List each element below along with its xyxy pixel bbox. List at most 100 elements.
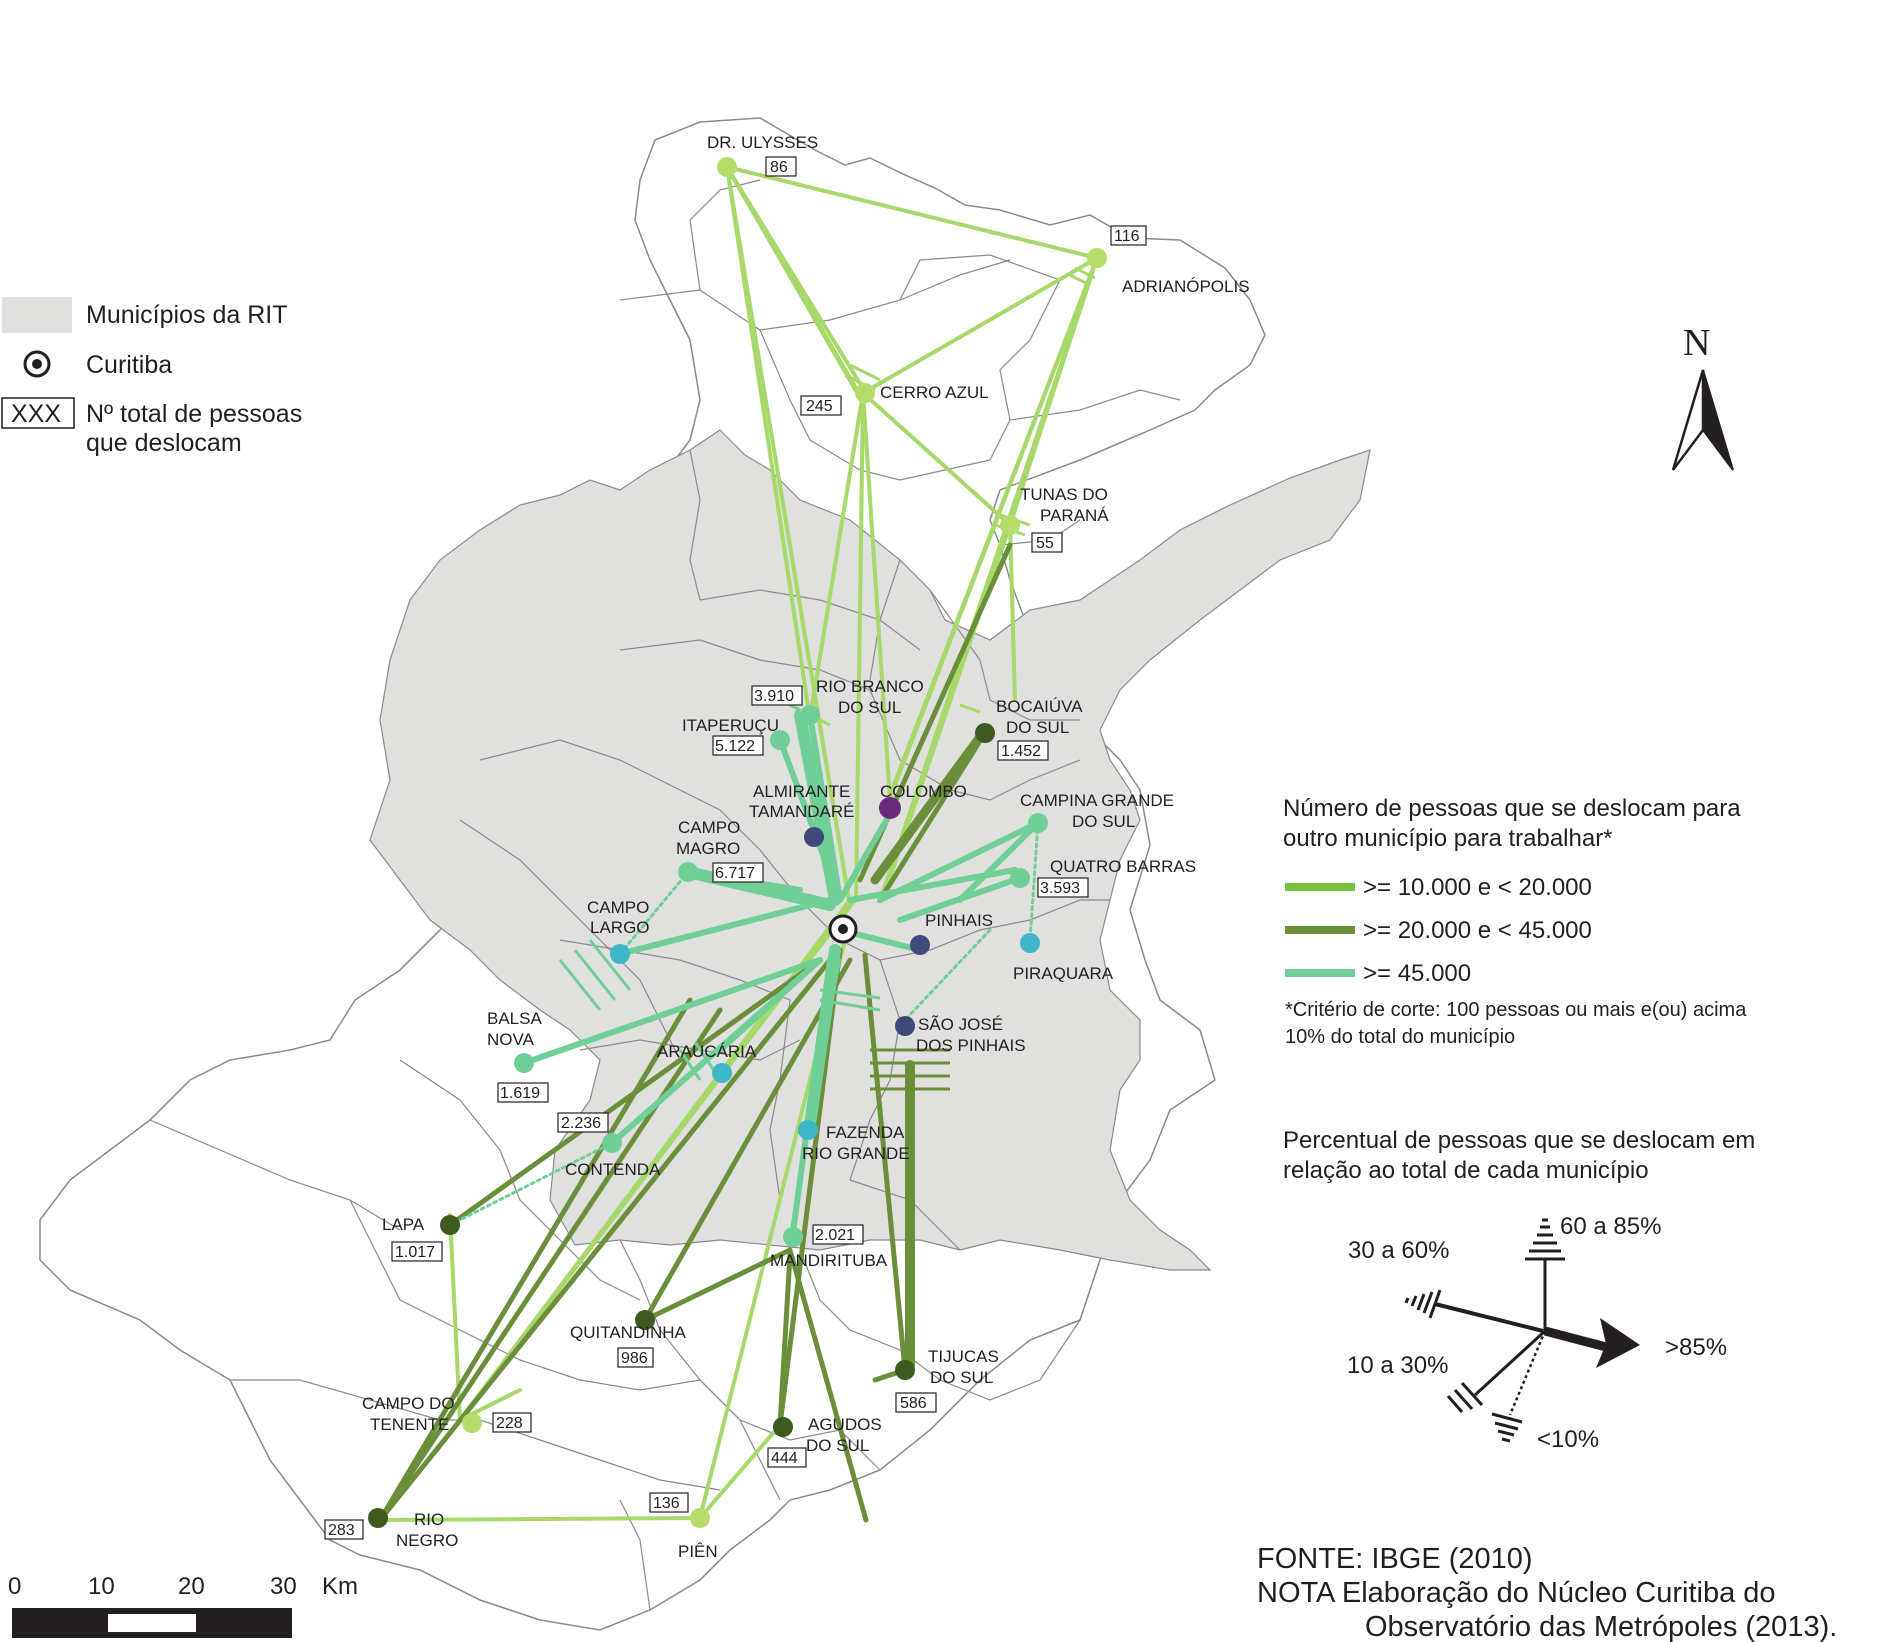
scale-20: 20	[178, 1573, 205, 1600]
label-campo-tenente-2: TENENTE	[370, 1415, 449, 1434]
total-contenda: 2.236	[561, 1115, 601, 1132]
node-campo-magro	[678, 862, 698, 882]
legend-box-sample: XXX	[11, 400, 61, 428]
flow-title-1: Número de pessoas que se deslocam para	[1283, 795, 1741, 822]
note-1: *Critério de corte: 100 pessoas ou mais …	[1285, 999, 1747, 1021]
label-campina-1: CAMPINA GRANDE	[1020, 791, 1174, 810]
label-cerro-azul: CERRO AZUL	[880, 383, 989, 402]
total-itaperucu: 5.122	[715, 738, 755, 755]
node-almirante	[804, 827, 824, 847]
total-campo-magro: 6.717	[715, 865, 755, 882]
label-agudos-2: DO SUL	[806, 1436, 869, 1455]
pct-10-30: 10 a 30%	[1347, 1352, 1448, 1379]
label-campo-magro-1: CAMPO	[678, 818, 740, 837]
municipality-labels: DR. ULYSSES 86 116 ADRIANÓPOLIS 245 CERR…	[324, 133, 1250, 1561]
node-campina	[1028, 813, 1048, 833]
node-tijucas	[895, 1360, 915, 1380]
node-mandirituba	[783, 1227, 803, 1247]
scale-0: 0	[8, 1573, 21, 1600]
label-rio-negro-1: RIO	[414, 1510, 444, 1529]
source-note: FONTE: IBGE (2010) NOTA Elaboração do Nú…	[1257, 1543, 1837, 1642]
label-bocaiuva-1: BOCAIÚVA	[996, 697, 1083, 716]
node-adrianopolis	[1087, 248, 1107, 268]
node-balsa-nova	[514, 1053, 534, 1073]
north-label: N	[1683, 322, 1710, 364]
source-line2: NOTA Elaboração do Núcleo Curitiba do	[1257, 1577, 1776, 1609]
class-3-label: >= 45.000	[1363, 960, 1471, 987]
node-quatro-barras	[1010, 868, 1030, 888]
legend-curitiba-label: Curitiba	[86, 351, 172, 379]
node-colombo	[879, 797, 901, 819]
label-lapa: LAPA	[382, 1215, 425, 1234]
scale-10: 10	[88, 1573, 115, 1600]
total-tunas: 55	[1036, 535, 1054, 552]
label-adrianopolis: ADRIANÓPOLIS	[1122, 277, 1250, 296]
node-campo-largo	[610, 944, 630, 964]
label-tijucas-2: DO SUL	[930, 1368, 993, 1387]
label-rio-negro-2: NEGRO	[396, 1531, 458, 1550]
label-contenda: CONTENDA	[565, 1160, 661, 1179]
label-campo-magro-2: MAGRO	[676, 839, 740, 858]
label-colombo: COLOMBO	[880, 782, 967, 801]
label-piraquara: PIRAQUARA	[1013, 964, 1114, 983]
label-pinhais: PINHAIS	[925, 911, 993, 930]
total-bocaiuva: 1.452	[1001, 743, 1041, 760]
municipality-nodes	[368, 157, 1107, 1528]
pct-85: >85%	[1665, 1334, 1727, 1361]
total-agudos: 444	[771, 1450, 798, 1467]
total-quatro-barras: 3.593	[1040, 880, 1080, 897]
total-balsa-nova: 1.619	[500, 1085, 540, 1102]
flow-title-2: outro município para trabalhar*	[1283, 825, 1613, 852]
pct-30-60: 30 a 60%	[1348, 1237, 1449, 1264]
node-lapa	[440, 1215, 460, 1235]
label-campo-largo-2: LARGO	[590, 918, 650, 937]
label-almirante-2: TAMANDARÉ	[749, 802, 854, 821]
municipal-boundaries	[149, 179, 1181, 1611]
node-pinhais	[910, 935, 930, 955]
source-line1: FONTE: IBGE (2010)	[1257, 1543, 1533, 1575]
node-fazenda	[798, 1120, 818, 1140]
label-almirante-1: ALMIRANTE	[753, 782, 850, 801]
node-rio-negro	[368, 1508, 388, 1528]
legend-symbols: Municípios da RIT Curitiba XXX Nº total …	[1, 297, 302, 457]
total-rio-branco: 3.910	[754, 688, 794, 705]
total-pien: 136	[653, 1495, 680, 1512]
node-campo-tenente	[462, 1413, 482, 1433]
label-fazenda-2: RIO GRANDE	[802, 1144, 910, 1163]
label-itaperucu: ITAPERUÇU	[682, 716, 779, 735]
label-tunas-1: TUNAS DO	[1020, 485, 1108, 504]
label-balsa-nova-2: NOVA	[487, 1030, 535, 1049]
node-pien	[690, 1508, 710, 1528]
legend-total-line1: Nº total de pessoas	[86, 400, 302, 428]
north-arrow: N	[1671, 322, 1734, 471]
total-campo-tenente: 228	[496, 1415, 523, 1432]
node-sao-jose	[895, 1016, 915, 1036]
label-sao-jose-1: SÃO JOSÉ	[918, 1015, 1003, 1034]
label-pien: PIÊN	[678, 1542, 718, 1561]
legend-rit-label: Municípios da RIT	[86, 301, 287, 329]
node-quitandinha	[635, 1310, 655, 1330]
label-rio-branco-1: RIO BRANCO	[816, 677, 924, 696]
flow-lines	[377, 165, 1099, 1523]
total-tijucas: 586	[900, 1395, 927, 1412]
class-2-label: >= 20.000 e < 45.000	[1363, 917, 1592, 944]
class-1-label: >= 10.000 e < 20.000	[1363, 874, 1592, 901]
source-line3: Observatório das Metrópoles (2013).	[1365, 1611, 1837, 1642]
label-rio-branco-2: DO SUL	[838, 698, 901, 717]
note-2: 10% do total do município	[1285, 1026, 1515, 1048]
total-rio-negro: 283	[328, 1522, 355, 1539]
curitiba-legend-icon	[23, 350, 51, 378]
scale-unit: Km	[322, 1573, 358, 1600]
label-araucaria: ARAUCÁRIA	[657, 1042, 757, 1061]
node-tunas	[1000, 515, 1020, 535]
scale-30: 30	[270, 1573, 297, 1600]
label-campina-2: DO SUL	[1072, 812, 1135, 831]
pct-title-1: Percentual de pessoas que se deslocam em	[1283, 1127, 1755, 1154]
total-dr-ulysses: 86	[770, 159, 788, 176]
label-tunas-2: PARANÁ	[1040, 506, 1109, 525]
total-cerro-azul: 245	[806, 398, 833, 415]
total-adrianopolis: 116	[1114, 228, 1140, 245]
node-cerro-azul	[855, 383, 875, 403]
pct-title-2: relação ao total de cada município	[1283, 1157, 1649, 1184]
rit-swatch	[2, 297, 72, 333]
